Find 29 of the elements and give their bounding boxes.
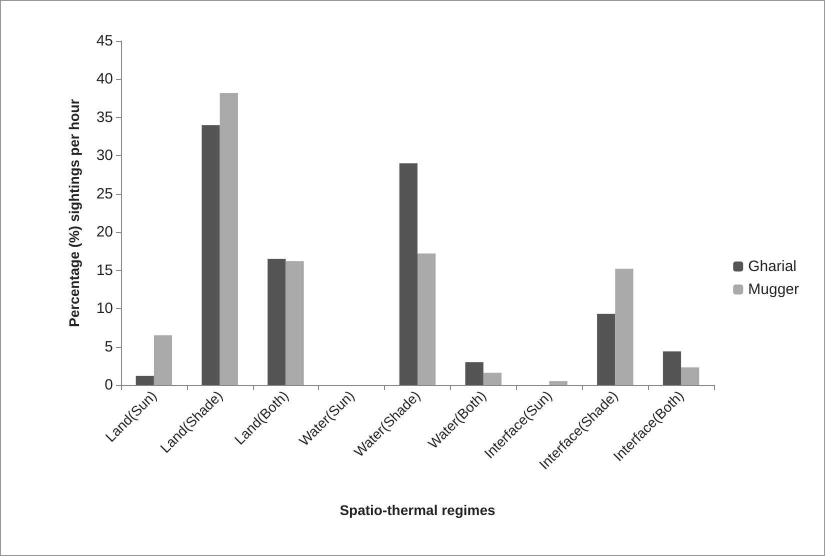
bar [418,254,436,385]
legend-label: Mugger [748,281,800,298]
y-tick-label: 30 [96,147,113,164]
y-tick-label: 0 [104,376,113,394]
y-tick-label: 25 [96,185,113,202]
y-tick-label: 5 [104,338,113,356]
bar [202,125,220,385]
bar [154,335,172,385]
bar [615,268,634,385]
bar [286,261,304,385]
bar [483,372,502,385]
bar [597,314,616,385]
bar [268,258,286,385]
bar [220,92,238,385]
x-axis-title: Spatio-thermal regimes [340,502,496,518]
bar [681,367,700,385]
bar [399,163,418,385]
bar [549,381,568,385]
bar [465,362,484,385]
y-tick-label: 15 [96,262,113,279]
legend-label: Gharial [748,258,796,275]
y-tick-label: 45 [96,32,113,50]
y-tick-label: 20 [96,224,113,241]
y-tick-label: 10 [96,300,113,318]
y-tick-label: 35 [96,108,113,126]
bar [662,351,682,385]
y-axis-title: Percentage (%) sightings per hour [66,98,82,327]
bar [136,376,154,385]
y-tick-label: 40 [96,70,113,88]
